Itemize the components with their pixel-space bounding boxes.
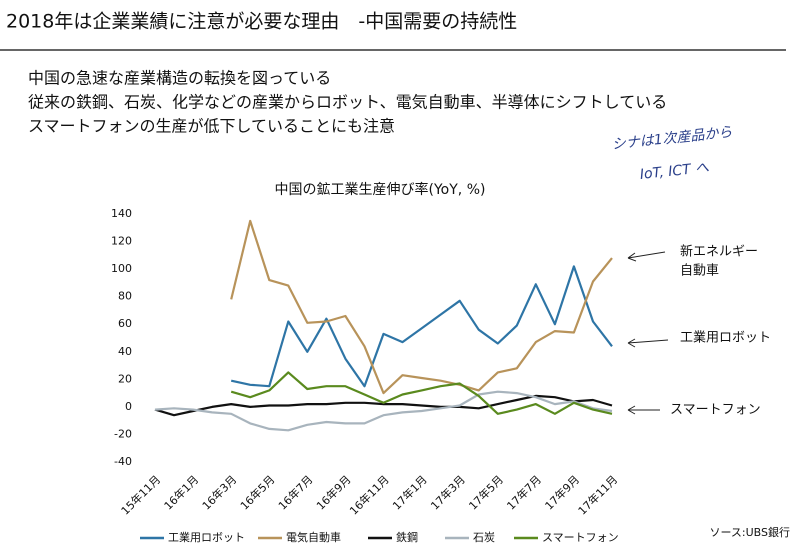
legend-label: スマートフォン [542, 531, 619, 544]
y-tick-label: -40 [114, 455, 132, 468]
y-tick-label: 0 [125, 400, 132, 413]
bullet: スマートフォンの生産が低下していることにも注意 [28, 117, 395, 136]
x-tick-label: 16年11月 [346, 472, 391, 517]
series-line [230, 371, 613, 415]
series-line [230, 219, 613, 395]
annotation: 新エネルギー [680, 244, 758, 260]
y-tick-label: 80 [118, 290, 132, 303]
annotation: スマートフォン [670, 403, 761, 418]
x-tick-label: 15年11月 [118, 472, 163, 517]
series-line [230, 265, 613, 388]
y-tick-label: 140 [111, 207, 132, 220]
annotation: 自動車 [680, 264, 719, 279]
bullet: 中国の急速な産業構造の転換を図っている [28, 69, 331, 88]
x-tick-label: 16年7月 [275, 472, 315, 512]
legend-label: 電気自動車 [286, 530, 341, 544]
handwritten-note: シナは1次産品から [611, 124, 733, 153]
x-tick-label: 17年1月 [390, 472, 430, 512]
handwritten-note: IoT, ICT へ [639, 160, 710, 183]
y-tick-label: 60 [118, 317, 132, 330]
slide-title: 2018年は企業業績に注意が必要な理由 -中国需要の持続性 [6, 11, 517, 33]
x-tick-label: 17年7月 [504, 472, 544, 512]
x-tick-label: 17年5月 [466, 472, 506, 512]
x-tick-label: 16年5月 [237, 472, 277, 512]
series-line [154, 394, 613, 417]
annotation: 工業用ロボット [680, 330, 771, 346]
source: ソース:UBS銀行 [709, 525, 790, 539]
y-tick-label: -20 [114, 427, 132, 440]
series-line [154, 390, 613, 432]
arrows [627, 251, 669, 415]
y-tick-label: 120 [111, 235, 132, 248]
x-tick-label: 16年3月 [199, 472, 239, 512]
chart-title: 中国の鉱工業生産伸び率(YoY, %) [275, 181, 486, 198]
legend-label: 工業用ロボット [168, 531, 245, 544]
x-tick-label: 17年3月 [428, 472, 468, 512]
y-tick-label: 20 [118, 372, 132, 385]
y-tick-label: 100 [111, 262, 132, 275]
legend-label: 石炭 [473, 531, 495, 544]
x-tick-label: 16年1月 [161, 472, 201, 512]
y-tick-label: 40 [118, 345, 132, 358]
legend-label: 鉄鋼 [396, 530, 418, 544]
x-tick-label: 17年11月 [575, 472, 620, 517]
bullet: 従来の鉄鋼、石炭、化学などの産業からロボット、電気自動車、半導体にシフトしている [28, 93, 667, 112]
